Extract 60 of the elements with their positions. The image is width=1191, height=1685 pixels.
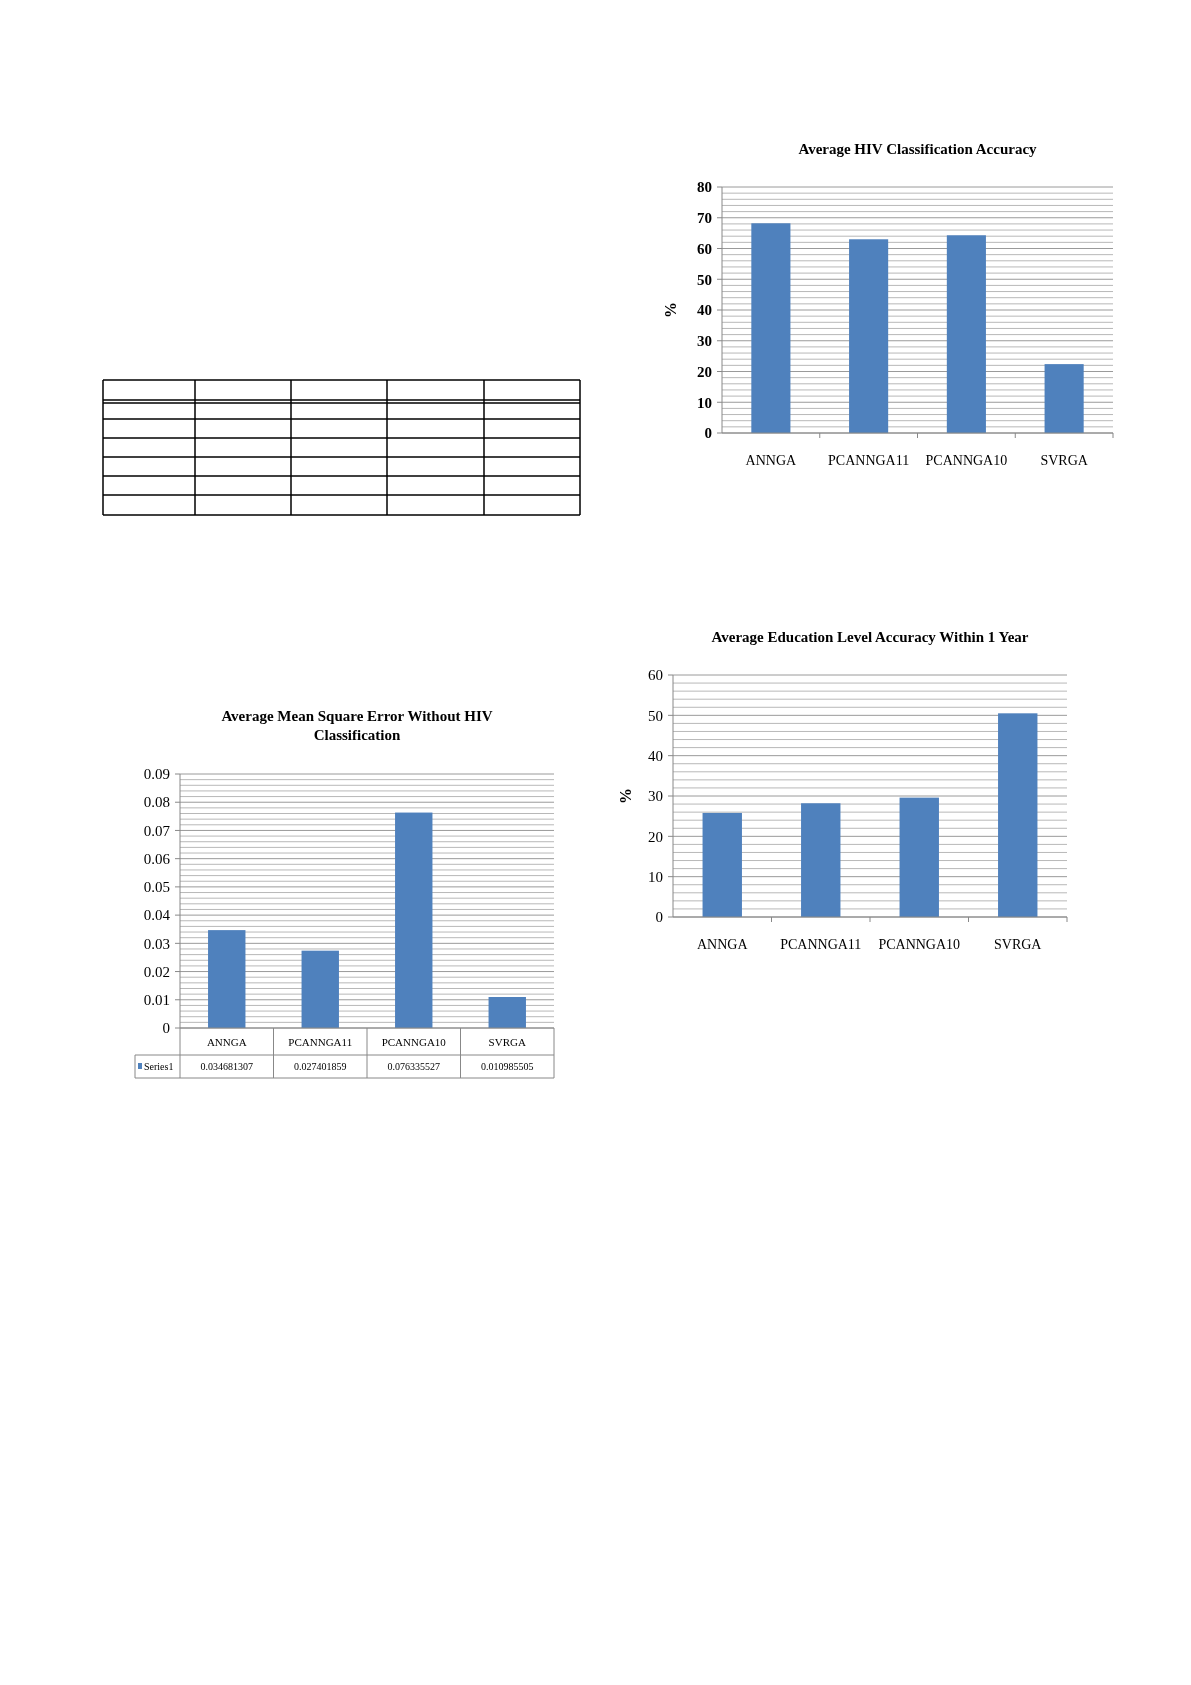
y-tick-label: 60 [648,667,663,684]
y-tick-label: 40 [697,302,712,319]
bar [208,930,246,1028]
y-tick-label: 0.03 [143,935,170,952]
bar [946,235,986,433]
chart-title: Average HIV Classification Accuracy [798,141,1038,157]
chart-title: Average Education Level Accuracy Within 1 Year [711,629,1029,645]
x-tick-label: SVRGA [1040,453,1089,468]
y-tick-label: 40 [648,747,663,764]
bar [1044,364,1084,433]
x-tick-label: SVRGA [994,937,1043,952]
y-tick-label: 0.04 [143,907,171,924]
y-tick-label: 10 [648,868,663,885]
bar [998,713,1038,917]
y-tick-label: 50 [697,271,712,288]
x-tick-label: PCANNGA10 [878,937,961,952]
y-axis-title: % [617,788,634,804]
x-tick-label: PCANNGA11 [288,1036,353,1048]
data-label: 0.076335527 [387,1061,440,1072]
x-tick-label: PCANNGA10 [381,1036,447,1048]
y-tick-label: 0.01 [143,992,170,1009]
chart-title: Average Mean Square Error Without HIV Classification [221,708,493,743]
y-tick-label: 30 [697,333,712,349]
x-tick-label: PCANNGA10 [925,453,1008,468]
y-tick-label: 0 [704,425,712,442]
legend-label: Series1 [144,1061,174,1072]
y-tick-label: 50 [648,707,663,724]
y-tick-label: 0.07 [143,822,171,839]
x-tick-label: ANNGA [206,1036,247,1048]
y-tick-label: 0.02 [143,963,170,980]
bar [301,950,339,1028]
x-tick-label: PCANNGA11 [828,453,910,468]
bar [801,803,841,917]
data-label: 0.034681307 [200,1061,253,1072]
bar [849,239,889,433]
y-tick-label: 10 [697,394,712,411]
y-tick-label: 0.05 [143,879,170,896]
y-tick-label: 0 [655,909,663,926]
x-tick-label: ANNGA [696,937,749,952]
x-tick-label: PCANNGA11 [780,937,862,952]
bar [395,812,433,1028]
bar [488,997,526,1028]
y-tick-label: 0.09 [143,766,170,783]
x-tick-label: ANNGA [745,453,798,468]
x-tick-label: SVRGA [488,1036,526,1048]
y-tick-label: 80 [697,179,712,196]
y-tick-label: 0.06 [143,850,171,867]
data-label: 0.027401859 [294,1061,347,1072]
y-tick-label: 20 [697,363,712,380]
y-tick-label: 30 [648,788,663,805]
y-tick-label: 60 [697,240,712,257]
bar [899,797,939,917]
y-tick-label: 20 [648,828,663,845]
bar [751,223,791,433]
y-tick-label: 0 [162,1020,170,1037]
data-label: 0.010985505 [481,1061,534,1072]
bar [702,812,742,917]
y-axis-title: % [662,302,679,318]
y-tick-label: 0.08 [143,794,170,811]
y-tick-label: 70 [697,210,712,226]
